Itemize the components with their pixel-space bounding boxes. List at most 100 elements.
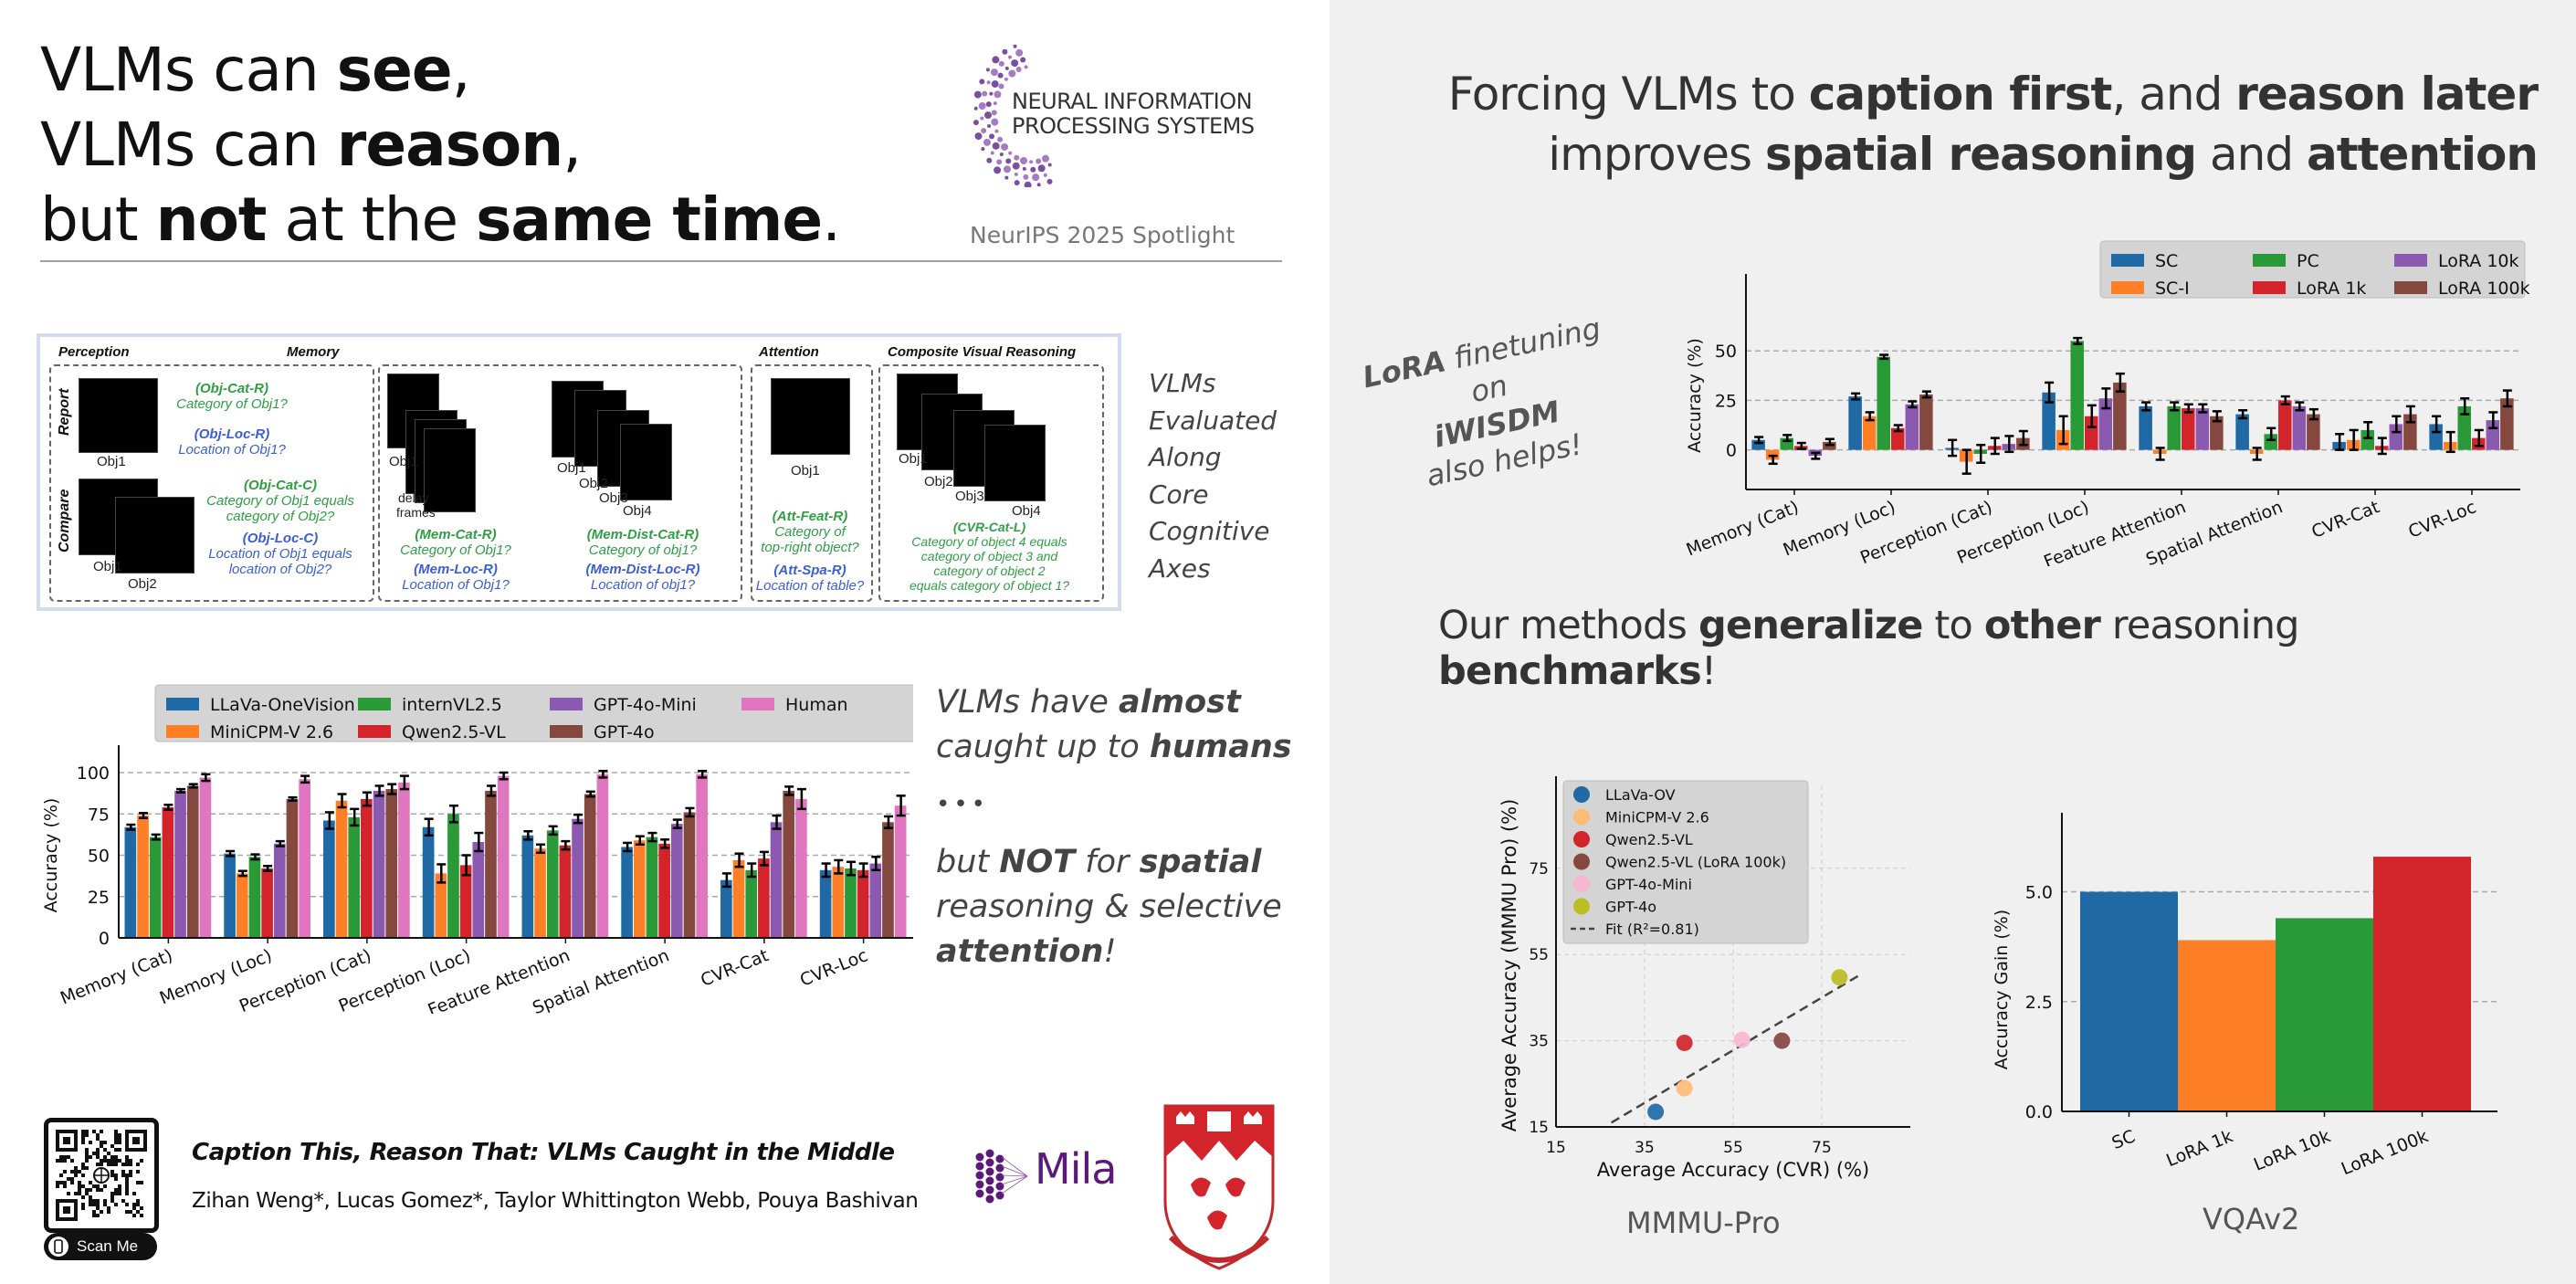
qr-module (96, 1199, 100, 1203)
qr-module (78, 1188, 81, 1192)
logo-dot (985, 1185, 994, 1195)
bar-lora-10k (2292, 405, 2307, 450)
qr-module (100, 1144, 103, 1148)
qr-module (110, 1192, 114, 1195)
scan-me-button[interactable]: Scan Me (44, 1233, 157, 1260)
mila-logo-icon (975, 1149, 1028, 1204)
y-tick-label: 0 (1726, 441, 1737, 461)
obj-label: Obj1 (557, 460, 586, 476)
bar-gpt-4o-mini (373, 790, 385, 938)
bar-qwen2-5-vl (857, 869, 869, 938)
bar-minicpm-v-2-6 (534, 848, 546, 938)
logo-dot (991, 110, 997, 116)
qr-module (114, 1155, 118, 1159)
logo-dot (974, 132, 983, 141)
qr-module (114, 1141, 118, 1144)
panel-title-cvr: Composite Visual Reasoning (888, 344, 1077, 360)
qr-module (110, 1159, 114, 1163)
qr-module (63, 1155, 67, 1159)
qr-module (85, 1133, 89, 1137)
bar-human (795, 798, 807, 938)
bar-lora-1k (2278, 400, 2292, 450)
bar-sc-i (1862, 416, 1877, 450)
qr-module (125, 1159, 129, 1163)
logo-dot (998, 60, 1004, 67)
qr-module (110, 1155, 114, 1159)
x-tick-label: SC (2109, 1126, 2139, 1153)
y-axis-label: Accuracy Gain (%) (1992, 910, 2012, 1069)
qr-module (118, 1188, 121, 1192)
logo-dot (1015, 66, 1022, 72)
x-tick-label: 55 (1723, 1139, 1743, 1157)
qr-module (85, 1155, 89, 1159)
y-tick-label: 50 (88, 847, 110, 867)
qr-module (140, 1206, 143, 1210)
logo-dot (1002, 48, 1008, 55)
legend-label: LoRA 10k (2438, 251, 2519, 271)
qr-module (136, 1181, 140, 1184)
logo-dot (985, 68, 990, 72)
logo-dot (993, 101, 997, 106)
qr-module (74, 1166, 78, 1170)
task-mem-cat-r: (Mem-Cat-R) Category of Obj1? (400, 527, 511, 558)
bar-gpt-4o (584, 794, 596, 938)
qr-code[interactable] (44, 1118, 159, 1233)
title-line-2: VLMs can reason, (40, 110, 582, 180)
qr-module (81, 1141, 85, 1144)
fit-line (1610, 973, 1863, 1124)
qr-module (67, 1192, 70, 1195)
logo-dot (983, 138, 991, 146)
logo-dot (1030, 166, 1036, 173)
legend-marker (1573, 898, 1590, 915)
legend-label: GPT-4o (1605, 899, 1656, 916)
image-thumbnail (771, 378, 850, 455)
qr-module (103, 1199, 107, 1203)
qr-module (81, 1173, 85, 1177)
logo-dot (1024, 65, 1028, 69)
logo-dot (1012, 162, 1020, 170)
qr-module (74, 1170, 78, 1173)
bar-gpt-4o (385, 789, 398, 938)
logo-dot (995, 1173, 1004, 1182)
bar-qwen2-5-vl (559, 845, 572, 938)
qr-module (103, 1155, 107, 1159)
qr-module (107, 1159, 110, 1163)
qr-module (114, 1192, 118, 1195)
y-tick-label: 25 (1715, 391, 1737, 411)
bar-lora-10k (2389, 424, 2403, 450)
bar-minicpm-v-2-6 (236, 873, 248, 938)
attention-box (751, 364, 873, 602)
qr-module (100, 1130, 103, 1133)
bar-human (596, 774, 609, 938)
logo-dot (1008, 151, 1013, 155)
task-mem-dist-loc-r: (Mem-Dist-Loc-R) Location of obj1? (585, 562, 700, 593)
qr-module (59, 1159, 63, 1163)
bar-pc (2264, 434, 2277, 450)
obj-label: Obj2 (579, 476, 608, 491)
logo-dot (1014, 180, 1020, 186)
qr-module (96, 1155, 100, 1159)
bar-human (398, 782, 410, 938)
qr-module (100, 1188, 103, 1192)
logo-dot (975, 1152, 984, 1162)
qr-module (85, 1152, 89, 1155)
author-list: Zihan Weng*, Lucas Gomez*, Taylor Whitti… (192, 1189, 919, 1213)
qr-module (89, 1203, 92, 1206)
logo-dot (995, 1182, 1004, 1191)
neurips-logo-text: NEURAL INFORMATION PROCESSING SYSTEMS (1012, 89, 1255, 139)
logo-dot (1023, 174, 1029, 180)
logo-dot (1008, 69, 1016, 78)
y-tick-label: 2.5 (2025, 993, 2053, 1013)
bar-pc (2457, 405, 2471, 450)
logo-dot (987, 123, 992, 128)
qr-module (132, 1203, 136, 1206)
legend-label: MiniCPM-V 2.6 (1605, 809, 1709, 826)
benchmark-label-vqav2: VQAv2 (2203, 1202, 2300, 1237)
bar-lora-1k (2182, 408, 2195, 450)
y-axis-label: Accuracy (%) (1685, 338, 1705, 453)
qr-module (89, 1188, 92, 1192)
bar-llava-onevision (224, 853, 236, 938)
bar-internvl2-5 (149, 837, 162, 938)
panel-title-perception: Perception (58, 344, 130, 360)
qr-module (89, 1199, 92, 1203)
